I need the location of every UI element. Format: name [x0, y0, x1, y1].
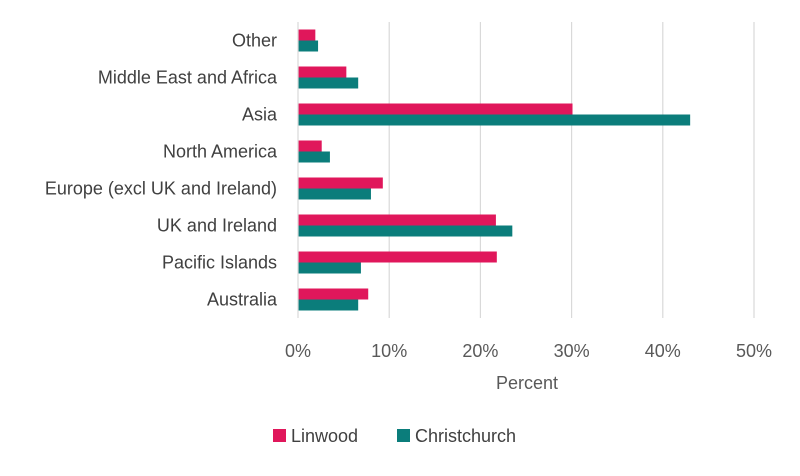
bar-christchurch: [298, 262, 361, 274]
bar-christchurch: [298, 77, 359, 89]
bar-christchurch: [298, 151, 330, 163]
x-tick-label: 30%: [554, 341, 590, 361]
x-tick-label: 20%: [462, 341, 498, 361]
bar-christchurch: [298, 40, 319, 52]
x-tick-label: 0%: [285, 341, 311, 361]
category-labels: Other Middle East and Africa Asia North Ame…: [45, 31, 278, 310]
x-tick-labels: 0% 10% 20% 30% 40% 50%: [285, 341, 772, 361]
bar-christchurch: [298, 188, 371, 200]
category-label: Asia: [242, 105, 278, 125]
x-tick-label: 40%: [645, 341, 681, 361]
bar-linwood: [298, 288, 369, 300]
bar-linwood: [298, 177, 383, 189]
legend-swatch-christchurch: [397, 429, 410, 442]
category-label: Australia: [207, 290, 278, 310]
legend-label-linwood: Linwood: [291, 426, 358, 446]
category-label: North America: [163, 142, 278, 162]
bar-linwood: [298, 214, 496, 226]
x-tick-label: 50%: [736, 341, 772, 361]
legend-label-christchurch: Christchurch: [415, 426, 516, 446]
bar-linwood: [298, 251, 497, 263]
bar-christchurch: [298, 114, 691, 126]
bar-linwood: [298, 140, 322, 152]
x-axis-title: Percent: [496, 373, 558, 393]
legend-swatch-linwood: [273, 429, 286, 442]
bars: [298, 29, 691, 311]
bar-linwood: [298, 29, 316, 41]
x-tick-label: 10%: [371, 341, 407, 361]
category-label: Other: [232, 31, 277, 51]
bar-christchurch: [298, 299, 359, 311]
bar-linwood: [298, 103, 573, 115]
bar-linwood: [298, 66, 347, 78]
category-label: Europe (excl UK and Ireland): [45, 179, 277, 199]
gridlines: [388, 22, 755, 318]
category-label: UK and Ireland: [157, 216, 277, 236]
category-label: Middle East and Africa: [98, 68, 278, 88]
category-label: Pacific Islands: [162, 253, 277, 273]
legend: Linwood Christchurch: [273, 426, 516, 446]
bar-christchurch: [298, 225, 513, 237]
